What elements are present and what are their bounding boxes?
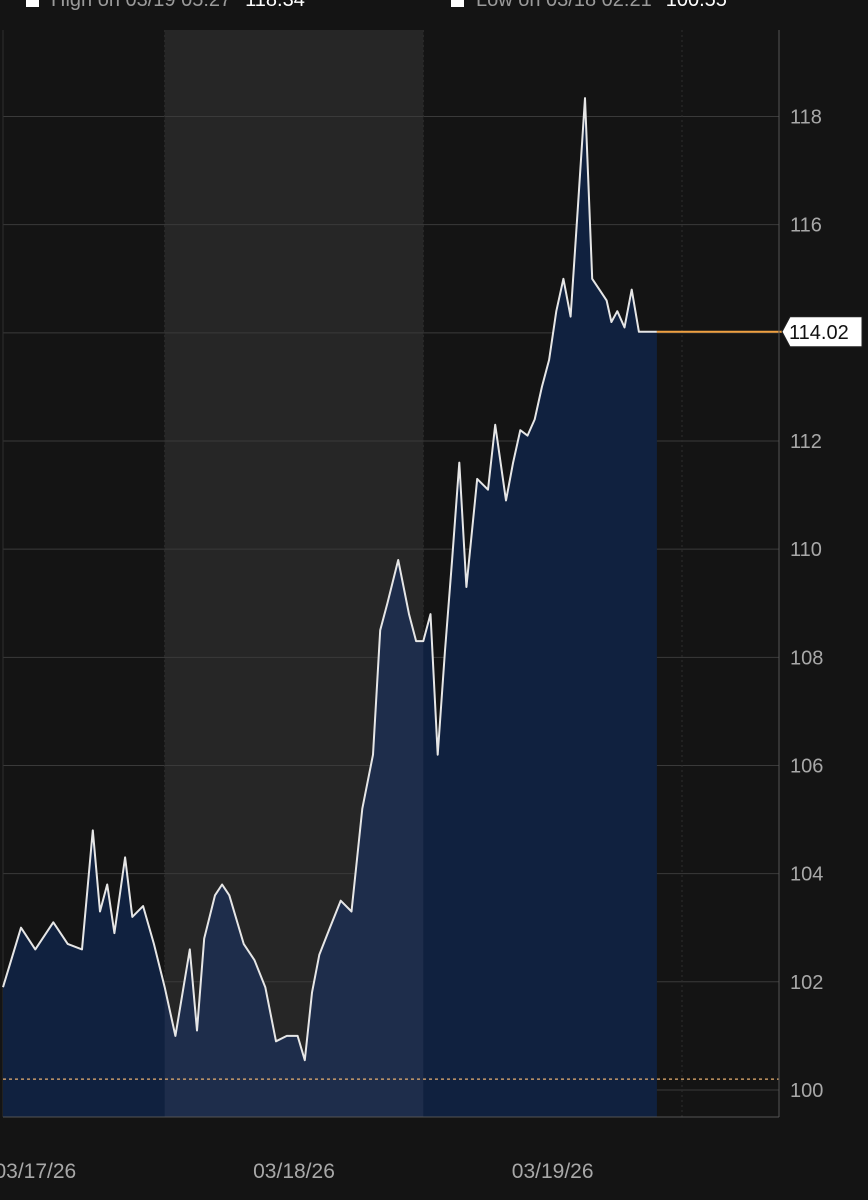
low-legend-value: 100.55 xyxy=(666,0,727,12)
low-legend-marker xyxy=(451,0,464,7)
y-tick-label: 102 xyxy=(790,972,823,994)
high-legend-label: High on 03/19 05:27 xyxy=(51,0,231,12)
x-tick-label: 03/19/26 xyxy=(512,1160,594,1183)
x-tick-label: 03/17/26 xyxy=(0,1160,76,1183)
x-tick-label: 03/18/26 xyxy=(253,1160,335,1183)
price-area-fill-highlight xyxy=(164,560,424,1117)
y-tick-label: 104 xyxy=(790,864,823,886)
high-legend: High on 03/19 05:27 118.34 xyxy=(26,0,305,12)
last-price-tag xyxy=(781,316,863,348)
low-legend-label: Low on 03/18 02:21 xyxy=(476,0,652,12)
last-price-label: 114.02 xyxy=(789,322,849,344)
y-tick-label: 116 xyxy=(790,215,822,237)
y-tick-label: 110 xyxy=(790,539,822,561)
price-line xyxy=(2,97,657,1062)
high-legend-value: 118.34 xyxy=(245,0,305,12)
y-tick-label: 112 xyxy=(790,431,822,453)
y-tick-label: 100 xyxy=(790,1080,823,1102)
y-tick-label: 108 xyxy=(790,647,823,669)
price-area-fill xyxy=(3,98,657,1118)
y-tick-label: 106 xyxy=(790,755,823,777)
high-legend-marker xyxy=(26,0,39,7)
low-legend: Low on 03/18 02:21 100.55 xyxy=(451,0,727,12)
y-tick-label: 118 xyxy=(790,107,822,129)
